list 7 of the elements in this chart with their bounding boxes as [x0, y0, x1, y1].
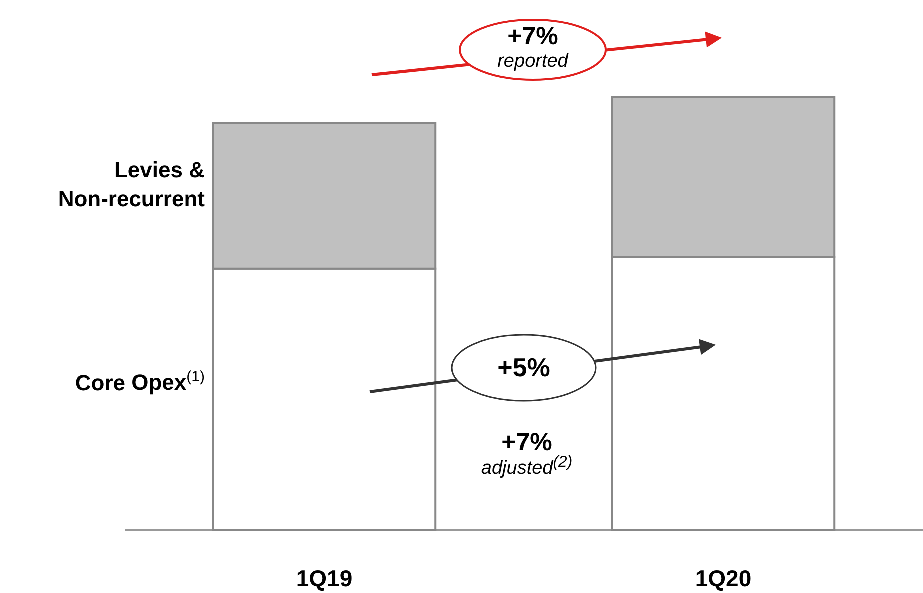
series-label: Levies & Non-recurrent — [58, 157, 205, 211]
text: +7% — [508, 22, 558, 52]
text: reported — [498, 51, 568, 73]
annotation: +5% — [498, 352, 550, 384]
x-tick-label: 1Q19 — [296, 566, 353, 592]
x-tick-label: 1Q20 — [695, 566, 752, 592]
series-label: Core Opex$^{(1)}$ — [75, 369, 205, 396]
